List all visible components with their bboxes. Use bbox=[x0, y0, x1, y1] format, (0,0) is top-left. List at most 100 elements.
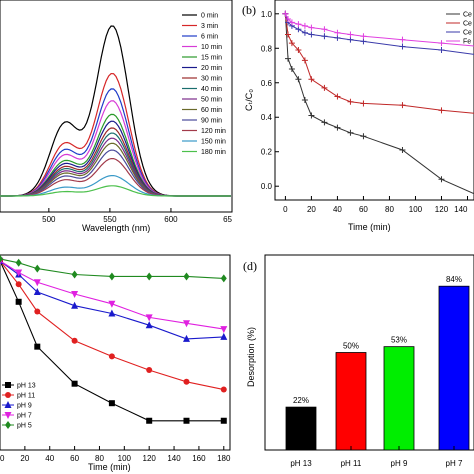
data-point bbox=[295, 76, 302, 83]
legend-marker bbox=[5, 421, 11, 429]
data-point bbox=[295, 26, 302, 33]
legend-marker bbox=[5, 382, 11, 388]
legend-label: Ce bbox=[463, 21, 472, 28]
data-point bbox=[399, 43, 406, 50]
data-point bbox=[308, 24, 315, 31]
data-point bbox=[220, 274, 227, 283]
data-point bbox=[399, 102, 406, 109]
panel-b-x-label: Time (min) bbox=[348, 222, 391, 232]
data-point bbox=[301, 29, 308, 36]
x-tick-label: 80 bbox=[95, 454, 104, 463]
data-point bbox=[321, 84, 328, 91]
data-point bbox=[295, 21, 302, 28]
data-point bbox=[301, 97, 308, 103]
legend-label: 50 min bbox=[201, 97, 222, 104]
y-tick-label: 0.6 bbox=[261, 79, 273, 88]
data-point bbox=[288, 19, 295, 26]
x-tick-label: 100 bbox=[409, 205, 423, 214]
data-point bbox=[146, 417, 153, 424]
data-point bbox=[15, 269, 23, 277]
category-label: pH 13 bbox=[290, 459, 312, 468]
data-point bbox=[146, 367, 153, 374]
data-point bbox=[33, 288, 41, 296]
series-line bbox=[284, 13, 474, 195]
legend-label: 0 min bbox=[201, 13, 218, 20]
data-point bbox=[285, 55, 292, 62]
data-point bbox=[220, 386, 227, 393]
panel-b-label: (b) bbox=[242, 3, 256, 17]
series-line bbox=[284, 13, 474, 114]
legend-label: 20 min bbox=[201, 65, 222, 72]
data-point bbox=[108, 400, 115, 407]
x-tick-label: 0 bbox=[0, 454, 5, 463]
legend-label: Ce bbox=[463, 12, 472, 19]
legend-label: pH 5 bbox=[17, 423, 32, 430]
data-point bbox=[145, 321, 153, 329]
data-point bbox=[108, 309, 116, 317]
legend-label: 6 min bbox=[201, 34, 218, 41]
spectrum-curve bbox=[0, 25, 231, 197]
data-point bbox=[15, 258, 22, 267]
data-point bbox=[282, 10, 289, 17]
x-tick-label: 65 bbox=[223, 215, 232, 224]
data-point bbox=[438, 47, 445, 53]
data-point bbox=[308, 112, 315, 119]
data-point bbox=[288, 65, 295, 72]
x-tick-label: 40 bbox=[333, 205, 342, 214]
spectrum-curve bbox=[0, 88, 231, 197]
category-label: pH 11 bbox=[341, 459, 362, 468]
bar-value-label: 22% bbox=[293, 396, 309, 405]
data-point bbox=[0, 254, 3, 263]
legend-marker bbox=[5, 392, 11, 398]
x-tick-label: 140 bbox=[167, 454, 181, 463]
bar bbox=[335, 352, 367, 451]
panel-c-frame bbox=[0, 254, 231, 451]
data-point bbox=[301, 57, 308, 64]
data-point bbox=[220, 417, 227, 424]
data-point bbox=[334, 93, 341, 100]
data-point bbox=[334, 34, 341, 41]
data-point bbox=[108, 353, 115, 360]
x-tick-label: 20 bbox=[20, 454, 29, 463]
data-point bbox=[438, 40, 445, 47]
data-point bbox=[285, 15, 292, 22]
legend-label: pH 11 bbox=[17, 393, 35, 400]
data-point bbox=[295, 47, 302, 53]
panel-b-y-label: Cₜ/C₀ bbox=[244, 89, 254, 111]
legend-label: 15 min bbox=[201, 55, 222, 62]
y-tick-label: 0.0 bbox=[261, 182, 273, 191]
data-point bbox=[334, 29, 341, 36]
x-tick-label: 0 bbox=[283, 205, 288, 214]
x-tick-label: 80 bbox=[385, 205, 394, 214]
category-label: pH 9 bbox=[391, 459, 408, 468]
spectrum-curve bbox=[0, 113, 231, 197]
legend-label: Ce bbox=[463, 30, 472, 37]
data-point bbox=[145, 314, 153, 322]
category-label: pH 7 bbox=[446, 459, 463, 468]
data-point bbox=[15, 298, 22, 305]
panel-d-y-label: Desorption (%) bbox=[246, 327, 256, 387]
data-point bbox=[146, 272, 153, 281]
x-tick-label: 120 bbox=[435, 205, 449, 214]
data-point bbox=[182, 334, 190, 342]
x-tick-label: 40 bbox=[45, 454, 54, 463]
spectrum-curve bbox=[0, 185, 231, 197]
data-point bbox=[347, 98, 354, 105]
x-tick-label: 20 bbox=[307, 205, 316, 214]
data-point bbox=[182, 320, 190, 328]
data-point bbox=[108, 272, 115, 281]
data-point bbox=[308, 31, 315, 38]
spectrum-curve bbox=[0, 120, 231, 197]
data-point bbox=[360, 133, 367, 140]
y-tick-label: 0.2 bbox=[261, 148, 273, 157]
panel-b-frame bbox=[274, 0, 474, 201]
bar-value-label: 84% bbox=[446, 275, 462, 284]
data-point bbox=[71, 380, 78, 387]
data-point bbox=[15, 281, 22, 288]
x-tick-label: 180 bbox=[217, 454, 231, 463]
data-point bbox=[308, 76, 315, 83]
panel-c-x-label: Time (min) bbox=[88, 462, 131, 472]
data-point bbox=[334, 124, 341, 131]
legend-label: 150 min bbox=[201, 139, 226, 146]
